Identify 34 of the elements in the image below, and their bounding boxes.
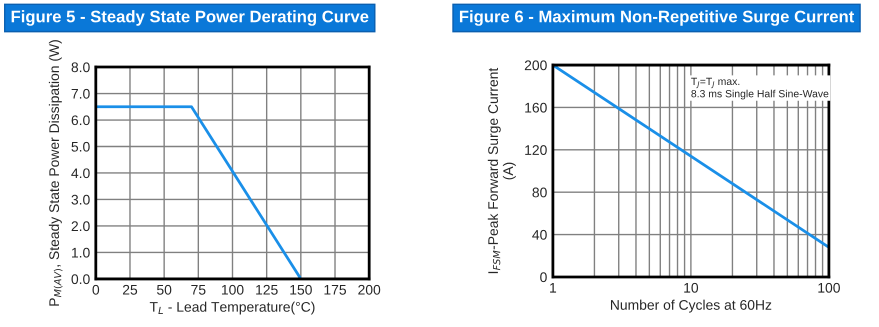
x-tick-label: 75: [191, 284, 206, 295]
chart-title: Figure 5 - Steady State Power Derating Curve: [12, 10, 368, 26]
chart-title: Figure 6 - Maximum Non-Repetitive Surge Current: [460, 10, 854, 26]
y-tick-label: 120: [525, 145, 547, 155]
y-tick-label: 40: [532, 230, 547, 240]
y-axis-title: I$_{FSM}$-Peak Forward Surge Current (A): [488, 68, 516, 274]
y-tick-label: 2.0: [72, 221, 90, 232]
x-tick-label: 50: [156, 284, 172, 295]
y-tick-label: 8.0: [72, 62, 90, 72]
y-tick-label: 1.0: [72, 248, 90, 258]
y-tick-label: 160: [525, 102, 547, 113]
y-tick-label: 80: [532, 188, 547, 198]
y-tick-label: 200: [524, 60, 547, 70]
x-axis-title: T$_{L}$ - Lead Temperature(°C): [150, 302, 314, 315]
y-tick-label: 7.0: [72, 88, 90, 99]
x-tick-label: 100: [222, 284, 244, 295]
x-tick-label: 0: [92, 284, 100, 295]
x-tick-label: 1: [550, 283, 556, 293]
y-tick-label: 4.0: [71, 168, 90, 178]
y-tick-label: 0: [540, 272, 547, 282]
x-tick-label: 175: [324, 284, 346, 295]
x-tick-label: 150: [290, 284, 312, 295]
y-tick-label: 6.0: [72, 115, 90, 126]
y-tick-label: 5.0: [72, 142, 90, 152]
y-axis-title: P$_{M(AV)}$, Steady State Power Dissipation (W): [48, 40, 62, 306]
annotation: T$_{J}$=T$_{J}$ max. 8.3 ms Single Half Sine-Wave: [691, 78, 828, 100]
x-tick-label: 25: [122, 284, 138, 295]
x-axis-title: Number of Cycles at 60Hz: [610, 300, 772, 313]
x-tick-label: 100: [818, 282, 840, 293]
x-tick-label: 10: [684, 282, 698, 293]
x-tick-label: 125: [256, 284, 278, 295]
y-tick-label: 0.0: [71, 274, 90, 284]
y-tick-label: 3.0: [71, 194, 90, 205]
x-tick-label: 200: [358, 284, 380, 295]
